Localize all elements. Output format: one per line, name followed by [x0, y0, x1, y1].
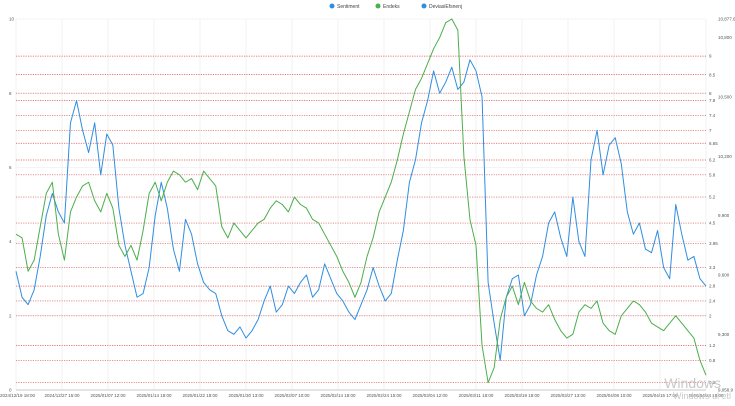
- y-left-tick-label-1: 2: [9, 313, 12, 318]
- ref-line-label-10: 4.5: [709, 221, 716, 226]
- ref-line-label-17: 0.8: [709, 358, 716, 363]
- y-left-tick-label-3: 6: [9, 165, 12, 170]
- x-tick-label-1: 2024/12/27 15:00: [44, 393, 80, 398]
- y-right-tick-label-1: 10,800: [718, 35, 732, 40]
- x-tick-label-2: 2025/01/07 12:00: [90, 393, 126, 398]
- ref-line-label-8: 5.8: [709, 172, 716, 177]
- x-tick-label-11: 2025/03/19 18:00: [504, 393, 540, 398]
- ref-line-label-2: 8: [709, 91, 712, 96]
- y-left-tick-label-5: 10: [9, 17, 15, 22]
- x-tick-label-4: 2025/01/22 18:00: [182, 393, 218, 398]
- ref-line-label-6: 6.65: [709, 141, 718, 146]
- ref-line-label-7: 6.2: [709, 158, 716, 163]
- y-right-tick-label-5: 9,600: [718, 273, 730, 278]
- x-tick-label-8: 2025/02/24 15:00: [366, 393, 402, 398]
- ref-line-label-12: 3.3: [709, 265, 716, 270]
- watermark-line2: Windows ul etl: [672, 391, 731, 401]
- x-tick-label-15: 2025/04/24 18:00: [688, 393, 724, 398]
- ref-line-label-16: 1.2: [709, 343, 716, 348]
- y-right-tick-label-7: 9,058.9: [718, 388, 734, 393]
- series-layer: [15, 18, 707, 384]
- x-tick-label-12: 2025/03/27 13:00: [550, 393, 586, 398]
- x-tick-label-7: 2025/02/14 18:00: [320, 393, 356, 398]
- axes: 2024/12/19 18:00 2024/12/27 15:00 2025/01/…: [0, 17, 735, 398]
- reference-lines: 9 8.5 8 7.8 7.4 7 6.65 6.2 5.8 5.2 4.5 3.95 3.3 2.8 2.…: [16, 54, 718, 385]
- legend-label-1: Endeks: [383, 4, 400, 10]
- series-line-1: [15, 18, 707, 384]
- legend-marker-2: [421, 3, 427, 9]
- ref-line-label-18: 0.2: [709, 380, 716, 385]
- legend-label-0: Sentiment: [337, 4, 360, 10]
- legend-marker-0: [329, 3, 335, 9]
- x-tick-label-13: 2025/04/08 10:00: [596, 393, 632, 398]
- legend: Sentiment Endeks DeviasiEfsnenj: [329, 3, 462, 10]
- watermark-line1: Windows: [664, 375, 721, 391]
- x-tick-label-6: 2025/02/07 10:00: [274, 393, 310, 398]
- ref-line-label-3: 7.8: [709, 98, 716, 103]
- ref-line-label-1: 8.5: [709, 72, 716, 77]
- ref-line-label-14: 2.4: [709, 299, 716, 304]
- x-tick-label-5: 2025/01/30 13:00: [228, 393, 264, 398]
- legend-marker-1: [375, 3, 381, 9]
- x-tick-label-0: 2024/12/19 18:00: [0, 393, 36, 398]
- ref-line-label-9: 5.2: [709, 195, 716, 200]
- ref-line-label-4: 7.4: [709, 113, 716, 118]
- y-left-tick-label-4: 8: [9, 91, 12, 96]
- y-left-tick-label-2: 4: [9, 239, 12, 244]
- y-right-tick-label-0: 10,877.61: [718, 17, 735, 22]
- ref-line-label-15: 2: [709, 313, 712, 318]
- series-line-0: [15, 59, 707, 361]
- y-right-tick-label-6: 9,300: [718, 332, 730, 337]
- y-left-tick-label-0: 0: [9, 388, 12, 393]
- x-tick-label-10: 2025/03/11 18:00: [459, 393, 494, 398]
- y-right-tick-label-2: 10,500: [718, 95, 732, 100]
- x-tick-label-3: 2025/01/14 18:00: [136, 393, 172, 398]
- y-right-tick-label-4: 9,900: [718, 213, 730, 218]
- ref-line-label-5: 7: [709, 128, 712, 133]
- legend-label-2: DeviasiEfsnenj: [429, 4, 462, 10]
- ref-line-label-11: 3.95: [709, 241, 718, 246]
- y-right-tick-label-3: 10,200: [718, 154, 732, 159]
- x-tick-label-14: 2025/04/15 17:00: [642, 393, 678, 398]
- ref-line-label-13: 2.8: [709, 284, 716, 289]
- ref-line-label-0: 9: [709, 54, 712, 59]
- x-tick-label-9: 2025/03/04 12:00: [412, 393, 448, 398]
